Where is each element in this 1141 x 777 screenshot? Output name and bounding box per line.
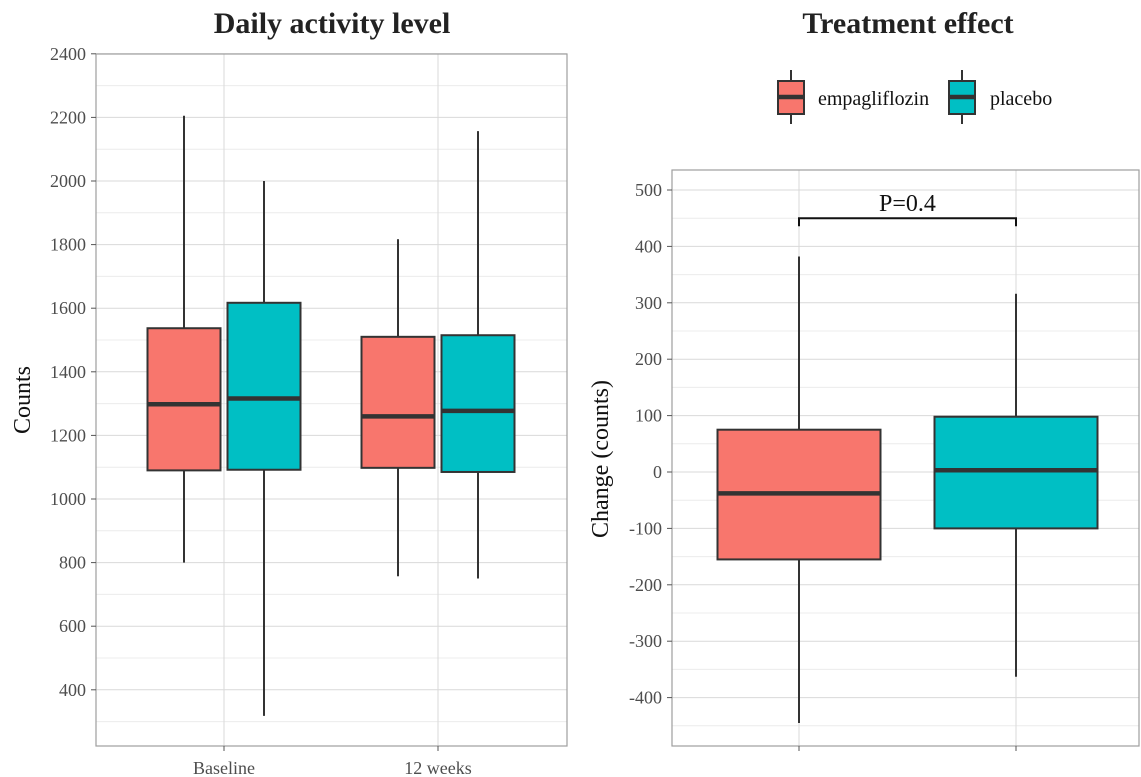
- y-tick-label: 100: [635, 406, 662, 426]
- chart-title: Daily activity level: [214, 7, 451, 40]
- boxplots: [146, 115, 516, 716]
- box-placebo: [440, 131, 516, 579]
- box-empagliflozin: [716, 256, 882, 723]
- x-axis-ticks: Baseline 12 weeks: [193, 746, 472, 777]
- iqr-box: [226, 301, 302, 471]
- y-tick-label: 400: [59, 680, 86, 700]
- y-axis-ticks: 400 600 800 1000 1200 1400 1600 1800 2000 2200 240…: [50, 44, 96, 700]
- x-tick-label: 12 weeks: [404, 758, 471, 777]
- y-tick-label: 600: [59, 616, 86, 636]
- y-axis-ticks: -400 -300 -200 -100 0 100 200 300 400 500: [629, 180, 672, 708]
- y-tick-label: 500: [635, 180, 662, 200]
- y-tick-label: -200: [629, 575, 662, 595]
- box-placebo: [933, 293, 1099, 677]
- box-empagliflozin: [360, 239, 436, 577]
- iqr-box: [146, 327, 222, 472]
- y-tick-label: 1400: [50, 362, 86, 382]
- iqr-box: [360, 335, 436, 469]
- legend: empagliflozin placebo: [777, 70, 1052, 124]
- y-tick-label: -300: [629, 631, 662, 651]
- y-tick-label: -100: [629, 518, 662, 538]
- significance-bracket: P=0.4: [798, 191, 1017, 227]
- y-tick-label: 200: [635, 349, 662, 369]
- legend-label-placebo: placebo: [990, 88, 1052, 110]
- y-tick-label: 2200: [50, 107, 86, 127]
- y-tick-label: 2400: [50, 44, 86, 64]
- legend-key-empagliflozin: [777, 70, 805, 124]
- box-placebo: [226, 181, 302, 716]
- legend-key-placebo: [948, 70, 976, 124]
- daily-activity-panel: Daily activity level 400 600 800 1000 1200 14…: [10, 7, 568, 777]
- treatment-effect-panel: Treatment effect empagliflozin placebo -…: [588, 7, 1140, 751]
- y-tick-label: 400: [635, 236, 662, 256]
- y-tick-label: -400: [629, 688, 662, 708]
- iqr-box: [933, 415, 1099, 530]
- y-tick-label: 1800: [50, 235, 86, 255]
- y-axis-label: Counts: [10, 366, 36, 434]
- box-empagliflozin: [146, 115, 222, 563]
- y-axis-label: Change (counts): [588, 380, 614, 538]
- iqr-box: [440, 334, 516, 473]
- bracket-line: [798, 217, 1017, 227]
- plot-panel-border: [95, 53, 568, 747]
- x-axis-ticks: [798, 746, 1017, 751]
- y-tick-label: 1200: [50, 425, 86, 445]
- y-tick-label: 1600: [50, 298, 86, 318]
- x-tick-label: Baseline: [193, 758, 255, 777]
- chart-title: Treatment effect: [802, 7, 1013, 40]
- boxplots: [716, 256, 1099, 723]
- plot-panel-border: [671, 169, 1140, 747]
- y-tick-label: 0: [653, 462, 662, 482]
- y-tick-label: 300: [635, 293, 662, 313]
- p-value-label: P=0.4: [879, 191, 936, 217]
- y-tick-label: 800: [59, 553, 86, 573]
- y-tick-label: 1000: [50, 489, 86, 509]
- legend-label-empagliflozin: empagliflozin: [818, 88, 929, 110]
- y-tick-label: 2000: [50, 171, 86, 191]
